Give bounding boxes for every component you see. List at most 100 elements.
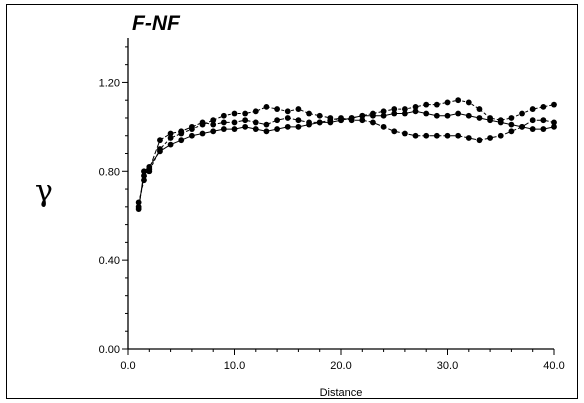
data-point	[455, 110, 462, 117]
data-point	[178, 137, 185, 144]
data-point	[178, 128, 185, 135]
data-point	[141, 172, 147, 179]
data-point	[338, 115, 344, 121]
data-point	[295, 106, 302, 112]
data-point	[529, 106, 536, 112]
data-point	[476, 106, 483, 112]
data-point	[220, 112, 227, 119]
data-point	[199, 130, 206, 137]
y-tick-label: 0.80	[99, 166, 120, 178]
data-point	[348, 117, 355, 124]
x-tick-label: 0.0	[120, 360, 135, 372]
series-line	[138, 117, 555, 207]
data-point	[210, 121, 217, 128]
data-point	[487, 135, 493, 141]
data-point	[540, 103, 547, 110]
data-point	[551, 119, 557, 126]
data-point	[189, 132, 195, 139]
data-point	[508, 115, 515, 121]
data-point	[242, 110, 249, 117]
data-point	[263, 121, 270, 128]
data-point	[412, 108, 419, 115]
data-point	[252, 119, 259, 126]
data-point	[189, 123, 195, 130]
x-tick-label: 40.0	[543, 360, 564, 372]
data-point	[540, 126, 547, 132]
data-point	[316, 112, 323, 119]
y-tick-label: 1.20	[99, 77, 120, 89]
data-point	[274, 126, 280, 132]
series-group	[135, 97, 557, 212]
data-point	[167, 141, 174, 148]
data-point	[146, 166, 153, 172]
data-point	[252, 126, 259, 132]
data-point	[284, 123, 291, 130]
data-point	[519, 110, 525, 117]
axes	[127, 38, 554, 350]
data-point	[497, 117, 504, 124]
data-point	[540, 117, 547, 124]
data-point	[167, 130, 174, 137]
data-point	[423, 101, 430, 108]
data-point	[263, 103, 270, 110]
data-point	[316, 119, 323, 126]
data-point	[231, 110, 238, 117]
data-point	[423, 110, 430, 117]
x-tick-label: 20.0	[330, 360, 351, 372]
data-point	[487, 115, 493, 121]
data-point	[231, 126, 238, 132]
data-point	[380, 123, 387, 130]
data-point	[380, 112, 387, 119]
data-point	[295, 117, 302, 124]
data-point	[433, 101, 440, 108]
data-point	[220, 119, 227, 126]
line-chart: 0.0 10.0 20.0 30.0 40.0 0.00 0.40 0.80 1.20 F-NF…	[35, 12, 565, 399]
data-point	[274, 106, 280, 112]
data-point	[242, 123, 249, 130]
data-point	[444, 112, 451, 119]
data-point	[444, 132, 451, 139]
data-point	[327, 117, 334, 124]
data-point	[508, 121, 515, 128]
data-point	[210, 117, 217, 124]
data-point	[402, 130, 408, 137]
data-point	[412, 132, 419, 139]
data-point	[455, 132, 462, 139]
chart-frame: 0.0 10.0 20.0 30.0 40.0 0.00 0.40 0.80 1.20 F-NF…	[6, 4, 578, 399]
data-point	[274, 117, 280, 124]
data-point	[465, 99, 472, 106]
data-point	[519, 123, 525, 130]
series-line	[138, 99, 555, 203]
data-point	[157, 146, 163, 152]
series-2	[135, 97, 557, 206]
data-point	[141, 168, 147, 175]
data-point	[295, 123, 302, 130]
data-point	[497, 132, 504, 139]
data-point	[476, 115, 483, 121]
data-point	[465, 112, 472, 119]
data-point	[220, 126, 227, 132]
data-point	[284, 115, 291, 121]
data-point	[370, 119, 376, 126]
x-tick-label: 10.0	[224, 360, 245, 372]
data-point	[252, 108, 259, 115]
data-point	[242, 117, 249, 124]
data-point	[423, 132, 430, 139]
x-axis-title: Distance	[320, 387, 363, 399]
data-point	[370, 110, 376, 117]
data-point	[476, 137, 483, 144]
data-point	[135, 203, 142, 210]
data-point	[433, 112, 440, 119]
data-point	[263, 128, 270, 135]
y-tick-label: 0.40	[99, 255, 120, 267]
data-point	[402, 106, 408, 112]
data-point	[231, 119, 238, 126]
data-point	[465, 135, 472, 141]
data-point	[412, 103, 419, 110]
data-point	[529, 126, 536, 132]
data-point	[306, 119, 312, 126]
data-point	[402, 110, 408, 117]
data-point	[359, 117, 366, 124]
data-point	[199, 119, 206, 126]
y-axis-title: γ	[35, 174, 53, 209]
